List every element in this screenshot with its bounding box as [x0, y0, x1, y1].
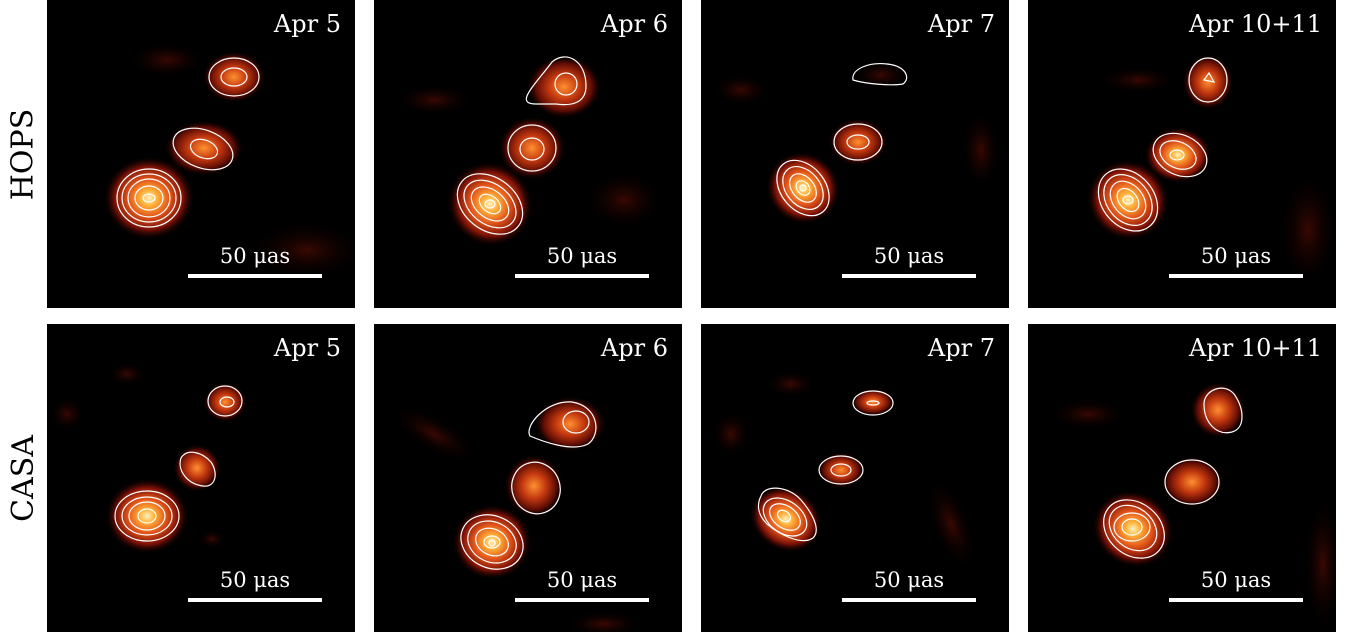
scale-bar: [188, 598, 322, 602]
row-label-hops: HOPS: [5, 108, 41, 200]
image-hops-apr6: [394, 55, 664, 247]
panel-date-label: Apr 10+11: [1189, 334, 1322, 362]
panel-casa-apr10-11: Apr 10+11 50 μas: [1028, 324, 1336, 632]
image-hops-apr5: [103, 42, 355, 280]
scale-bar: [842, 598, 976, 602]
image-hops-apr10-11: [1086, 54, 1336, 290]
scale-bar-label: 50 μas: [546, 568, 618, 592]
scale-bar-label: 50 μas: [873, 244, 945, 268]
panel-date-label: Apr 6: [600, 10, 668, 38]
image-casa-apr5: [49, 362, 247, 554]
scale-bar: [1169, 274, 1303, 278]
scale-bar: [842, 274, 976, 278]
scale-bar-label: 50 μas: [1200, 244, 1272, 268]
panel-hops-apr6: Apr 6 50 μas: [374, 0, 682, 308]
image-casa-apr7: [711, 370, 977, 572]
panel-casa-apr7: Apr 7 50 μas: [701, 324, 1009, 632]
scale-bar: [1169, 598, 1303, 602]
panel-date-label: Apr 5: [273, 10, 341, 38]
image-casa-apr6: [389, 396, 644, 632]
panel-date-label: Apr 5: [273, 334, 341, 362]
row-label-casa: CASA: [5, 434, 41, 522]
scale-bar-label: 50 μas: [873, 568, 945, 592]
scale-bar: [188, 274, 322, 278]
panel-hops-apr7: Apr 7 50 μas: [701, 0, 1009, 308]
panel-hops-apr10-11: Apr 10+11 50 μas: [1028, 0, 1336, 308]
panel-date-label: Apr 7: [927, 10, 995, 38]
panel-date-label: Apr 7: [927, 334, 995, 362]
scale-bar-label: 50 μas: [546, 244, 618, 268]
panel-hops-apr5: Apr 5 50 μas: [47, 0, 355, 308]
image-hops-apr7: [711, 59, 1001, 225]
panel-date-label: Apr 6: [600, 334, 668, 362]
panel-casa-apr6: Apr 6 50 μas: [374, 324, 682, 632]
scale-bar: [515, 598, 649, 602]
scale-bar-label: 50 μas: [219, 568, 291, 592]
scale-bar-label: 50 μas: [1200, 568, 1272, 592]
scale-bar-label: 50 μas: [219, 244, 291, 268]
scale-bar: [515, 274, 649, 278]
image-casa-apr10-11: [1048, 382, 1336, 632]
panel-casa-apr5: Apr 5 50 μas: [47, 324, 355, 632]
panel-date-label: Apr 10+11: [1189, 10, 1322, 38]
